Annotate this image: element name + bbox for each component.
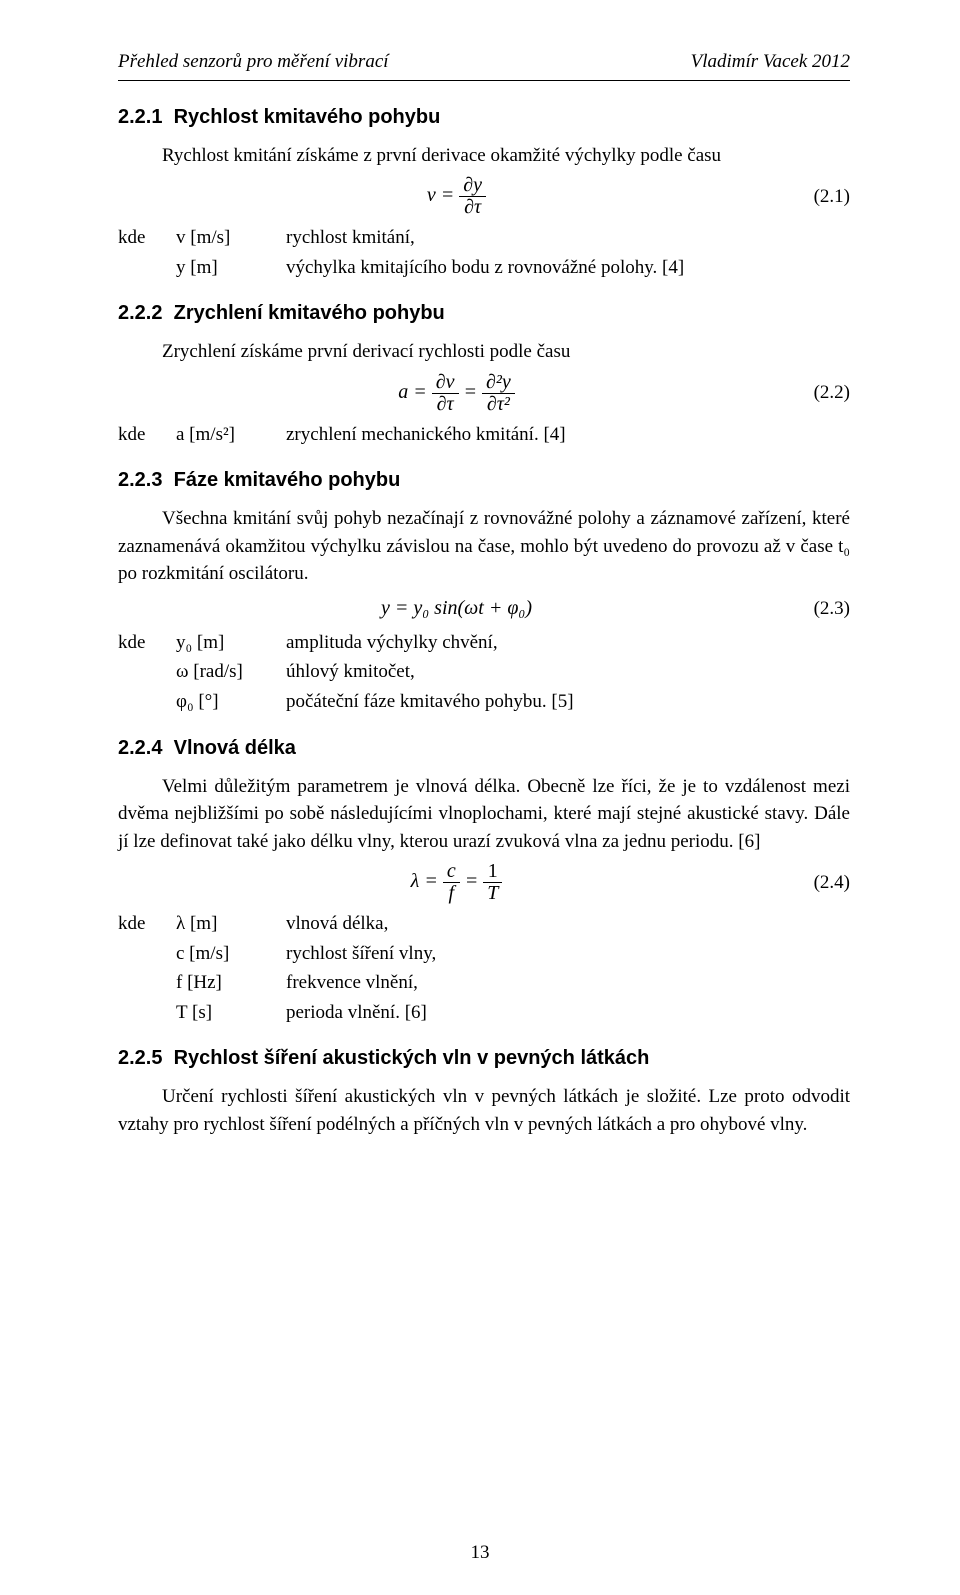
eq-fraction-2: ∂²y ∂τ² [482,372,515,415]
section-222-title: 2.2.2 Zrychlení kmitavého pohybu [118,299,850,328]
eq-fraction-1: ∂v ∂τ [432,372,459,415]
equation-body: λ = c f = 1 T [118,861,795,904]
section-number: 2.2.4 [118,737,162,759]
where-description: výchylka kmitajícího bodu z rovnovážné p… [286,254,850,282]
section-number: 2.2.5 [118,1047,162,1069]
eq-text: y = y₀ sin(ωt + φ₀) [381,597,532,619]
header-left: Přehled senzorů pro měření vibrací [118,48,389,76]
fraction-numerator: c [443,861,460,883]
where-description: vlnová délka, [286,910,850,938]
section-heading: Vlnová délka [174,737,296,759]
equation-2-3: y = y₀ sin(ωt + φ₀) (2.3) [118,594,850,623]
header-rule [118,80,850,81]
where-description: frekvence vlnění, [286,969,850,997]
where-y0: kde y₀ [m] amplituda výchylky chvění, [118,629,850,657]
eq-lhs: v = [427,184,454,206]
section-heading: Fáze kmitavého pohybu [174,469,401,491]
where-spacer [118,688,176,716]
equation-number: (2.2) [795,379,850,407]
section-heading: Rychlost šíření akustických vln v pevnýc… [174,1047,650,1069]
equation-number: (2.1) [795,183,850,211]
equation-body: a = ∂v ∂τ = ∂²y ∂τ² [118,372,795,415]
fraction-denominator: ∂τ² [482,394,515,415]
where-symbol: f [Hz] [176,969,286,997]
where-symbol: a [m/s²] [176,421,286,449]
section-225-para: Určení rychlosti šíření akustických vln … [118,1083,850,1138]
section-223-title: 2.2.3 Fáze kmitavého pohybu [118,466,850,495]
page-number: 13 [0,1539,960,1567]
where-spacer [118,999,176,1027]
where-symbol: v [m/s] [176,224,286,252]
header-right: Vladimír Vacek 2012 [691,48,850,76]
equation-number: (2.3) [795,595,850,623]
section-number: 2.2.3 [118,469,162,491]
where-description: rychlost kmitání, [286,224,850,252]
section-heading: Zrychlení kmitavého pohybu [174,302,445,324]
where-description: rychlost šíření vlny, [286,940,850,968]
section-number: 2.2.2 [118,302,162,324]
equation-2-1: v = ∂y ∂τ (2.1) [118,175,850,218]
fraction-denominator: f [443,883,460,904]
fraction-numerator: ∂v [432,372,459,394]
fraction-numerator: ∂y [459,175,486,197]
where-label: kde [118,224,176,252]
running-header: Přehled senzorů pro měření vibrací Vladi… [118,48,850,76]
where-v: kde v [m/s] rychlost kmitání, [118,224,850,252]
where-spacer [118,969,176,997]
eq-lhs: λ = [411,870,438,892]
where-symbol: y [m] [176,254,286,282]
eq-fraction-1: c f [443,861,460,904]
fraction-denominator: ∂τ [432,394,459,415]
where-lambda: kde λ [m] vlnová délka, [118,910,850,938]
where-c: c [m/s] rychlost šíření vlny, [118,940,850,968]
eq-equals: = [464,381,478,403]
section-223-para: Všechna kmitání svůj pohyb nezačínají z … [118,505,850,588]
where-symbol: λ [m] [176,910,286,938]
where-label: kde [118,629,176,657]
eq-fraction-2: 1 T [483,861,502,904]
where-a: kde a [m/s²] zrychlení mechanického kmit… [118,421,850,449]
eq-fraction: ∂y ∂τ [459,175,486,218]
where-description: počáteční fáze kmitavého pohybu. [5] [286,688,850,716]
section-222-intro: Zrychlení získáme první derivací rychlos… [118,338,850,366]
where-t: T [s] perioda vlnění. [6] [118,999,850,1027]
where-symbol: ω [rad/s] [176,658,286,686]
equation-body: v = ∂y ∂τ [118,175,795,218]
where-description: amplituda výchylky chvění, [286,629,850,657]
where-symbol: c [m/s] [176,940,286,968]
eq-equals: = [465,870,479,892]
where-f: f [Hz] frekvence vlnění, [118,969,850,997]
where-symbol: T [s] [176,999,286,1027]
equation-2-2: a = ∂v ∂τ = ∂²y ∂τ² (2.2) [118,372,850,415]
fraction-denominator: T [483,883,502,904]
where-spacer [118,940,176,968]
fraction-numerator: ∂²y [482,372,515,394]
section-225-title: 2.2.5 Rychlost šíření akustických vln v … [118,1044,850,1073]
fraction-denominator: ∂τ [459,197,486,218]
where-symbol: φ₀ [°] [176,688,286,716]
page: Přehled senzorů pro měření vibrací Vladi… [0,0,960,1595]
where-description: perioda vlnění. [6] [286,999,850,1027]
where-description: zrychlení mechanického kmitání. [4] [286,421,850,449]
eq-lhs: a = [398,381,427,403]
equation-number: (2.4) [795,869,850,897]
where-label: kde [118,910,176,938]
where-description: úhlový kmitočet, [286,658,850,686]
where-spacer [118,658,176,686]
section-heading: Rychlost kmitavého pohybu [174,106,441,128]
where-y: y [m] výchylka kmitajícího bodu z rovnov… [118,254,850,282]
section-221-title: 2.2.1 Rychlost kmitavého pohybu [118,103,850,132]
section-221-intro: Rychlost kmitání získáme z první derivac… [118,142,850,170]
fraction-numerator: 1 [483,861,502,883]
where-spacer [118,254,176,282]
where-symbol: y₀ [m] [176,629,286,657]
where-phi0: φ₀ [°] počáteční fáze kmitavého pohybu. … [118,688,850,716]
equation-2-4: λ = c f = 1 T (2.4) [118,861,850,904]
equation-body: y = y₀ sin(ωt + φ₀) [118,594,795,623]
section-224-title: 2.2.4 Vlnová délka [118,734,850,763]
where-omega: ω [rad/s] úhlový kmitočet, [118,658,850,686]
section-224-para: Velmi důležitým parametrem je vlnová dél… [118,773,850,856]
section-number: 2.2.1 [118,106,162,128]
where-label: kde [118,421,176,449]
